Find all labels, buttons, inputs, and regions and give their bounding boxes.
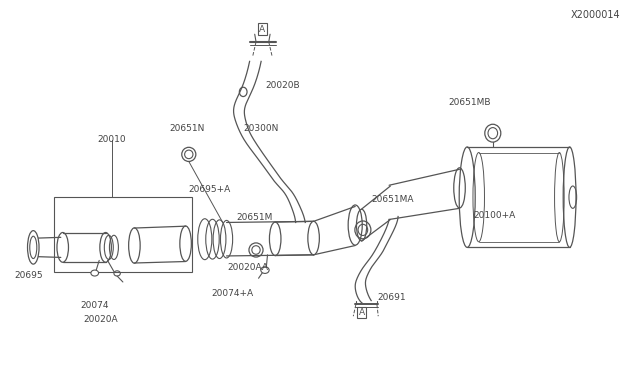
Bar [54,197,192,272]
Text: 20020A: 20020A [83,315,118,324]
Text: 20651N: 20651N [170,124,205,133]
Text: 20695+A: 20695+A [189,185,231,194]
Text: 20010: 20010 [98,135,126,144]
Text: 20691: 20691 [378,293,406,302]
Text: 20074: 20074 [80,301,109,310]
Text: 20074+A: 20074+A [211,289,253,298]
Text: 20651MB: 20651MB [448,98,490,107]
Text: 20300N: 20300N [243,124,278,133]
Text: 20100+A: 20100+A [474,211,516,220]
Text: A: A [358,308,365,317]
Text: 20651M: 20651M [237,213,273,222]
Text: 20651MA: 20651MA [371,195,413,203]
Text: 20020AA: 20020AA [227,263,268,272]
Text: 20020B: 20020B [266,81,300,90]
Ellipse shape [261,267,269,273]
Text: 20695: 20695 [14,271,43,280]
Text: X2000014: X2000014 [571,10,621,20]
Text: A: A [259,25,266,33]
Ellipse shape [91,270,99,276]
